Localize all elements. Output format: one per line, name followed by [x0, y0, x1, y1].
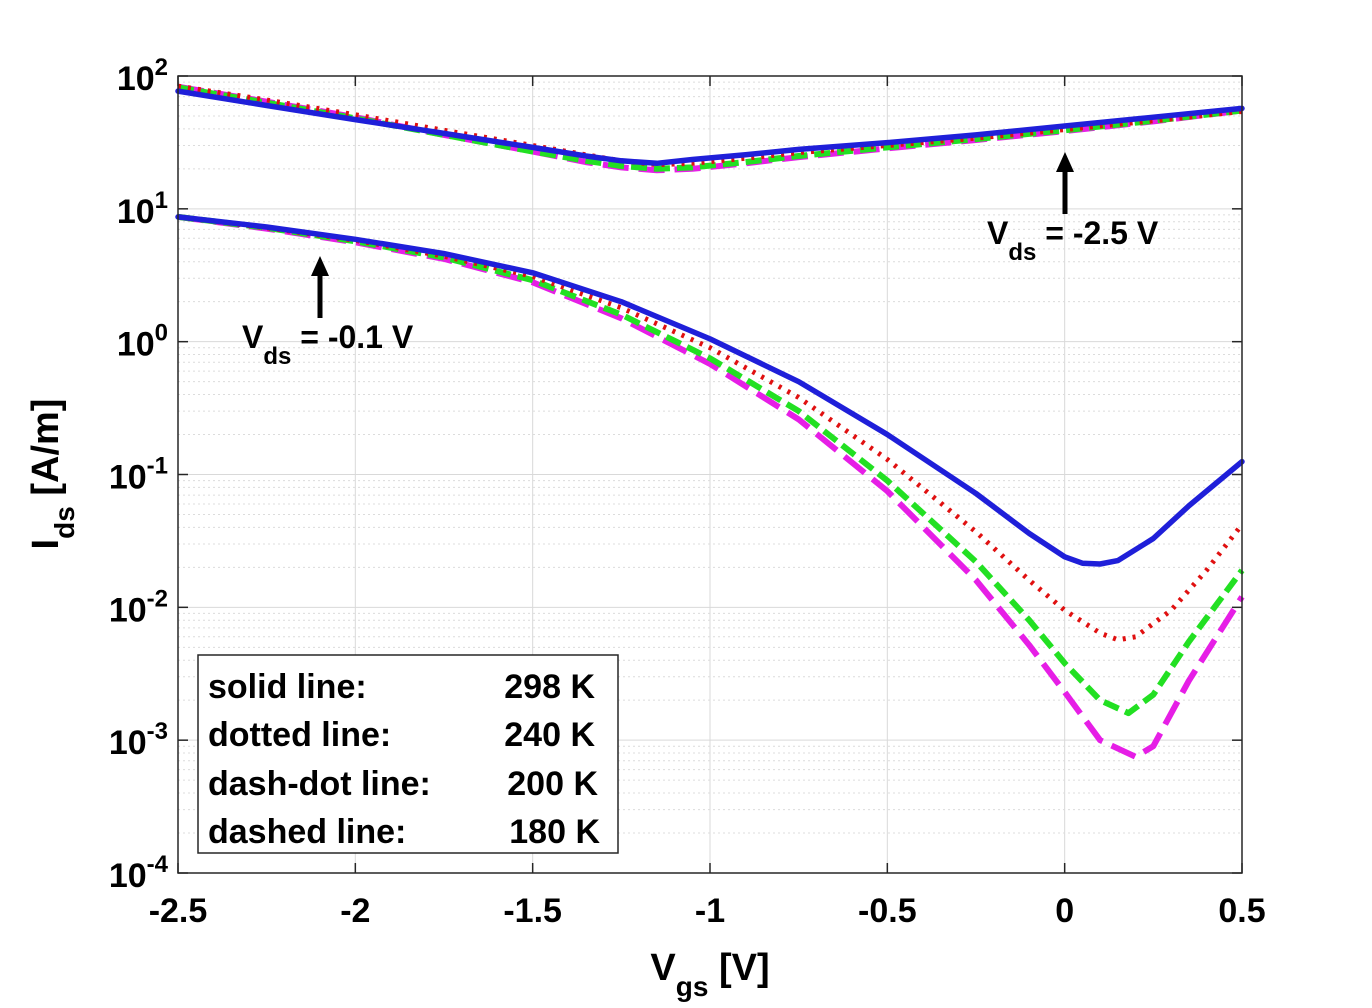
legend-entry-value: 240 K: [504, 716, 595, 754]
annotation-vds-high: Vds = -2.5 V: [987, 152, 1159, 266]
y-tick-label: 102: [117, 54, 168, 98]
series-line-solid: [175, 88, 1245, 167]
x-tick-label: 0.5: [1218, 892, 1265, 930]
x-tick-label: -2: [340, 892, 370, 930]
y-tick-label: 101: [117, 187, 168, 231]
x-tick-label: -1.5: [503, 892, 562, 930]
y-tick-label: 10-4: [109, 851, 169, 895]
ticks: [177, 75, 1243, 874]
y-tick-label: 100: [117, 320, 168, 364]
legend-entry-value: 180 K: [509, 813, 600, 851]
annotation-arrow-head: [1056, 152, 1074, 172]
legend-entry-value: 298 K: [504, 668, 595, 706]
legend-entry-label: dashed line:: [208, 813, 406, 851]
x-tick-label: -2.5: [149, 892, 208, 930]
series-line-dotted: [177, 83, 1243, 168]
series-line-dotted: [177, 214, 1244, 643]
legend: solid line: 298 K dotted line: 240 K das…: [197, 654, 619, 854]
x-tick-labels: -2.5 -2 -1.5 -1 -0.5 0 0.5: [149, 892, 1266, 930]
series-group: [175, 83, 1245, 760]
x-axis-label: Vgs [V]: [650, 947, 769, 1002]
legend-entry-label: dash-dot line:: [208, 765, 431, 803]
y-tick-label: 10-3: [109, 718, 168, 762]
annotation-arrow-head: [311, 256, 329, 276]
y-tick-label: 10-2: [109, 585, 168, 629]
annotation-label: Vds = -0.1 V: [242, 319, 414, 370]
legend-box: [197, 654, 619, 854]
x-tick-label: 0: [1055, 892, 1074, 930]
legend-entry-value: 200 K: [507, 765, 598, 803]
x-tick-label: -0.5: [858, 892, 917, 930]
legend-entry-label: dotted line:: [208, 716, 391, 754]
annotation-vds-low: Vds = -0.1 V: [242, 256, 414, 370]
series-line-dash-dot: [177, 213, 1245, 717]
y-tick-label: 10-1: [109, 453, 168, 497]
x-tick-label: -1: [695, 892, 725, 930]
series-line-solid: [175, 214, 1245, 567]
y-tick-labels: 102 101 100 10-1 10-2 10-3 10-4: [109, 54, 169, 895]
annotation-label: Vds = -2.5 V: [987, 215, 1159, 266]
y-axis-label: Ids [A/m]: [25, 399, 80, 550]
legend-entry-label: solid line:: [208, 668, 367, 706]
